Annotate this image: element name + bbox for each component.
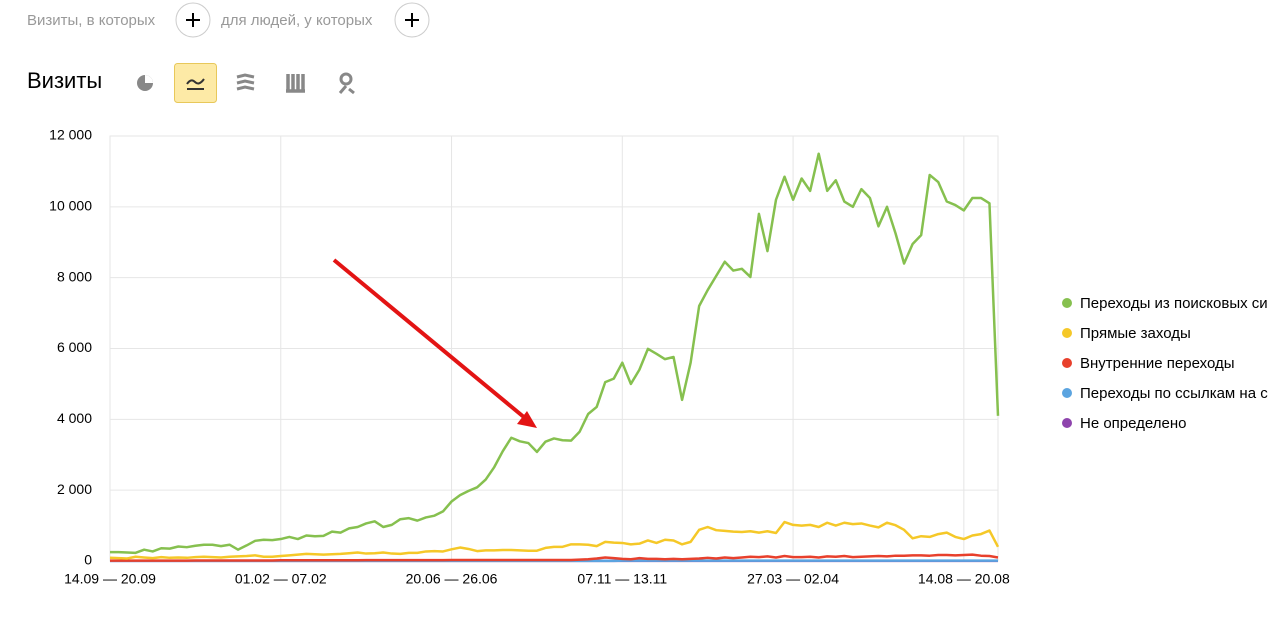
legend-marker (1062, 328, 1072, 338)
series-line (110, 522, 998, 558)
x-tick-label: 27.03 — 02.04 (747, 571, 839, 587)
filter-label: для людей, у которых (221, 12, 373, 29)
y-tick-label: 12 000 (49, 127, 92, 143)
legend-label: Внутренние переходы (1080, 355, 1235, 372)
x-tick-label: 14.09 — 20.09 (64, 571, 156, 587)
legend-marker (1062, 358, 1072, 368)
add-filter-button[interactable] (395, 3, 429, 37)
line-view-button[interactable] (175, 64, 217, 103)
legend-marker (1062, 298, 1072, 308)
y-tick-label: 0 (84, 552, 92, 568)
y-tick-label: 8 000 (57, 268, 92, 284)
area-view-button[interactable] (237, 75, 254, 89)
legend-label: Прямые заходы (1080, 325, 1191, 342)
map-view-button[interactable] (340, 74, 354, 93)
legend-label: Переходы по ссылкам на с (1080, 385, 1268, 402)
annotation-arrow (334, 260, 537, 428)
x-tick-label: 01.02 — 07.02 (235, 571, 327, 587)
y-tick-label: 4 000 (57, 410, 92, 426)
x-tick-label: 14.08 — 20.08 (918, 571, 1010, 587)
series-line (110, 154, 998, 553)
filter-label: Визиты, в которых (27, 12, 156, 29)
pie-view-button[interactable] (137, 75, 153, 91)
y-tick-label: 2 000 (57, 481, 92, 497)
plot: 0 2 000 4 000 6 000 8 000 10 000 12 000 14.09 —… (49, 127, 1010, 587)
x-tick-label: 07.11 — 13.11 (577, 571, 667, 587)
y-tick-label: 10 000 (49, 198, 92, 214)
section-title: Визиты (27, 68, 102, 93)
y-tick-label: 6 000 (57, 339, 92, 355)
legend-label: Переходы из поисковых си (1080, 295, 1268, 312)
legend-marker (1062, 388, 1072, 398)
legend-marker (1062, 418, 1072, 428)
bar-view-button[interactable] (286, 74, 305, 91)
x-tick-label: 20.06 — 26.06 (406, 571, 498, 587)
add-filter-button[interactable] (176, 3, 210, 37)
legend-label: Не определено (1080, 415, 1186, 432)
